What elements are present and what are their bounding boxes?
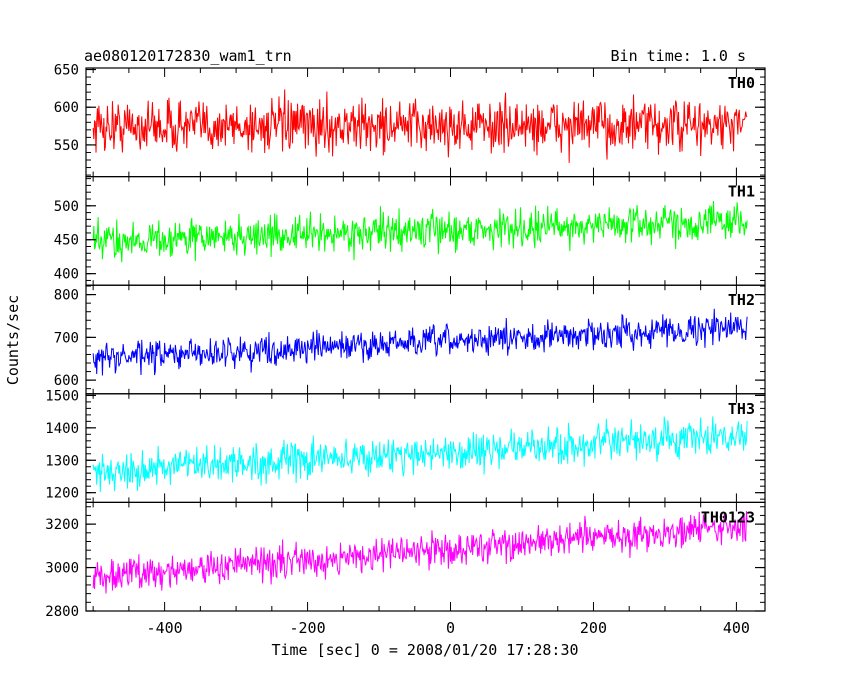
series-line-th2 (92, 308, 748, 376)
y-tick-label: 450 (54, 233, 79, 249)
panel-th0: 550 600 650 TH0 (54, 63, 766, 178)
panel-label: TH1 (728, 183, 755, 201)
x-tick-label: 200 (580, 619, 607, 637)
x-tick-label: 400 (723, 619, 750, 637)
y-tick-label: 2800 (45, 604, 79, 620)
y-tick-label: 650 (54, 63, 79, 79)
panel-label: TH0123 (701, 508, 755, 526)
chart-title: ae080120172830_wam1_trn (84, 47, 292, 65)
y-tick-label: 800 (54, 288, 79, 304)
bin-time-label: Bin time: 1.0 s (611, 47, 746, 65)
panel-th3: 1200 1300 1400 1500 TH3 (45, 388, 766, 503)
series-line-th1 (92, 200, 748, 263)
panel-th2: 600 700 800 TH2 (54, 284, 766, 395)
series-line-th0 (92, 89, 748, 163)
y-tick-label: 3000 (45, 561, 79, 577)
panel-frame (85, 501, 766, 612)
series-line-th0123 (92, 511, 748, 594)
panel-th1: 400 450 500 TH1 (54, 176, 766, 286)
panel-th0123: 2800 3000 3200 TH0123 (45, 501, 766, 620)
y-tick-label: 1300 (45, 453, 79, 469)
y-tick-label: 400 (54, 267, 79, 283)
y-tick-label: 500 (54, 199, 79, 215)
panel-label: TH0 (728, 74, 755, 92)
y-tick-label: 3200 (45, 517, 79, 533)
series-line-th3 (92, 416, 748, 492)
x-tick-label: -400 (147, 619, 183, 637)
y-tick-label: 600 (54, 100, 79, 116)
y-axis-label: Counts/sec (4, 295, 22, 385)
panel-label: TH2 (728, 291, 755, 309)
y-tick-label: 1400 (45, 421, 79, 437)
y-tick-label: 1200 (45, 486, 79, 502)
x-tick-label: 0 (446, 619, 455, 637)
x-axis-label: Time [sec] 0 = 2008/01/20 17:28:30 (271, 641, 578, 659)
y-tick-label: 1500 (45, 388, 79, 404)
panel-label: TH3 (728, 400, 755, 418)
y-tick-label: 550 (54, 138, 79, 154)
y-tick-label: 600 (54, 373, 79, 389)
x-tick-label: -200 (290, 619, 326, 637)
y-tick-label: 700 (54, 330, 79, 346)
